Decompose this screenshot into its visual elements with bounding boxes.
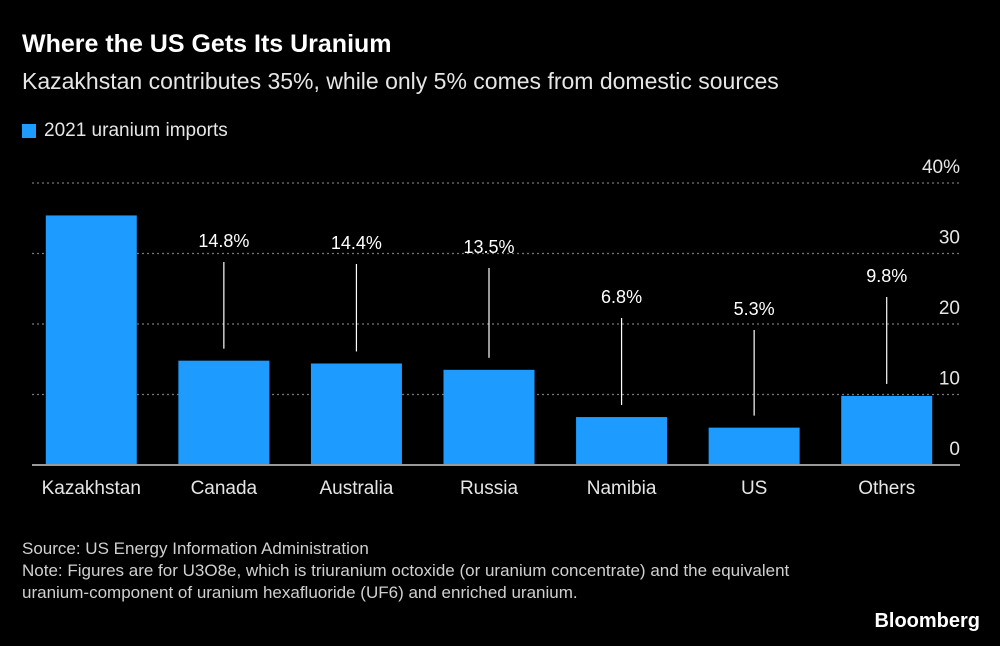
source-text: Source: US Energy Information Administra… bbox=[22, 539, 369, 558]
x-tick-label: US bbox=[741, 478, 767, 499]
bar bbox=[310, 363, 402, 465]
y-tick-label: 0 bbox=[949, 439, 960, 460]
footnotes: Source: US Energy Information Administra… bbox=[22, 538, 852, 604]
bar bbox=[841, 395, 933, 465]
x-tick-label: Russia bbox=[460, 478, 519, 499]
x-tick-label: Others bbox=[858, 478, 915, 499]
bar bbox=[178, 360, 270, 465]
chart-subtitle: Kazakhstan contributes 35%, while only 5… bbox=[22, 68, 779, 94]
legend-swatch bbox=[22, 124, 36, 138]
data-label: 5.3% bbox=[734, 299, 775, 319]
bar bbox=[45, 215, 137, 465]
x-tick-label: Canada bbox=[191, 478, 258, 499]
x-tick-label: Namibia bbox=[587, 478, 657, 499]
bar bbox=[443, 369, 535, 465]
bloomberg-logo: Bloomberg bbox=[874, 610, 980, 632]
data-label: 6.8% bbox=[601, 287, 642, 307]
x-tick-label: Kazakhstan bbox=[42, 478, 141, 499]
data-label: 14.8% bbox=[198, 231, 249, 251]
legend: 2021 uranium imports bbox=[22, 120, 228, 142]
bar bbox=[708, 427, 800, 465]
bar bbox=[576, 417, 668, 465]
x-tick-label: Australia bbox=[319, 478, 393, 499]
y-tick-label: 40% bbox=[922, 157, 960, 178]
chart-title: Where the US Gets Its Uranium bbox=[22, 30, 392, 58]
y-tick-label: 20 bbox=[939, 298, 960, 319]
data-label: 13.5% bbox=[463, 237, 514, 257]
data-label: 14.4% bbox=[331, 233, 382, 253]
y-tick-label: 30 bbox=[939, 228, 960, 249]
y-tick-label: 10 bbox=[939, 369, 960, 390]
legend-label: 2021 uranium imports bbox=[44, 120, 228, 141]
data-label: 9.8% bbox=[866, 266, 907, 286]
note-text: Note: Figures are for U3O8e, which is tr… bbox=[22, 561, 790, 602]
